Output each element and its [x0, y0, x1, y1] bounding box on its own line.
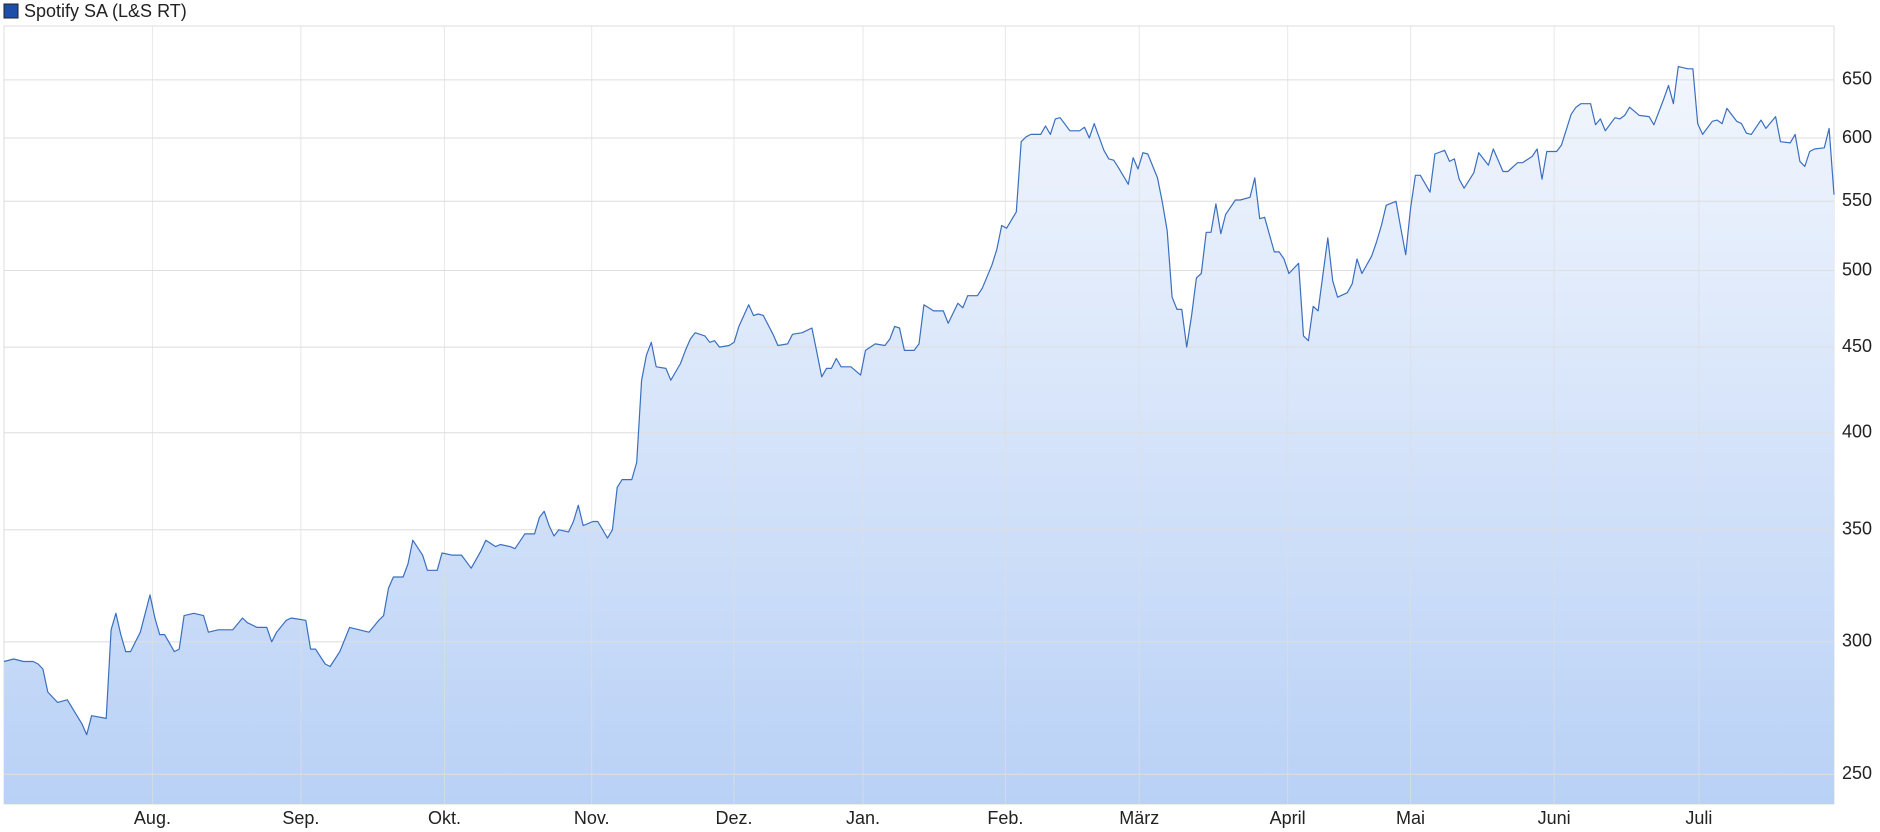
x-tick-label: Juli: [1685, 808, 1712, 828]
y-tick-label: 450: [1842, 336, 1872, 356]
x-tick-label: Mai: [1396, 808, 1425, 828]
line: [3, 66, 1835, 736]
y-tick-label: 300: [1842, 631, 1872, 651]
x-tick-label: Jan.: [846, 808, 880, 828]
x-tick-label: Nov.: [574, 808, 610, 828]
x-tick-label: Sep.: [282, 808, 319, 828]
y-tick-label: 600: [1842, 127, 1872, 147]
x-tick-label: April: [1270, 808, 1306, 828]
y-tick-label: 350: [1842, 519, 1872, 539]
y-tick-label: 400: [1842, 421, 1872, 441]
y-tick-label: 500: [1842, 259, 1872, 279]
x-tick-label: Dez.: [716, 808, 753, 828]
x-tick-label: Juni: [1538, 808, 1571, 828]
area: [4, 66, 1834, 805]
y-tick-label: 250: [1842, 763, 1872, 783]
x-tick-label: März: [1119, 808, 1159, 828]
x-tick-label: Okt.: [428, 808, 461, 828]
legend-label: Spotify SA (L&S RT): [24, 1, 187, 21]
legend-swatch: [3, 3, 19, 19]
x-tick-label: Aug.: [134, 808, 171, 828]
y-tick-label: 550: [1842, 190, 1872, 210]
x-tick-label: Feb.: [987, 808, 1023, 828]
y-tick-label: 650: [1842, 69, 1872, 89]
